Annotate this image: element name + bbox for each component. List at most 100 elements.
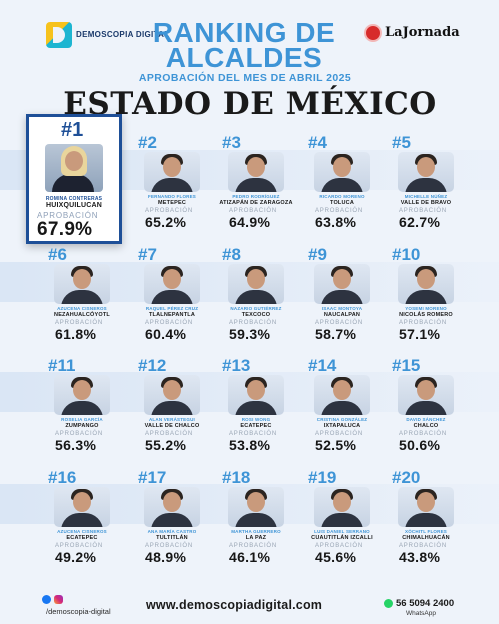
alcalde-photo xyxy=(398,375,454,415)
alcalde-name: ISAAC MONTOYA xyxy=(321,306,363,311)
social-handle[interactable]: /demoscopia-digital xyxy=(46,607,111,616)
approval-value: 64.9% xyxy=(229,214,271,230)
approval-label: APROBACIÓN xyxy=(229,431,278,437)
municipality: ECATEPEC xyxy=(240,423,272,429)
municipality: CHALCO xyxy=(413,423,439,429)
municipality: IXTAPALUCA xyxy=(323,423,361,429)
alcalde-photo xyxy=(228,264,284,304)
title-line-1: RANKING DE xyxy=(152,17,336,48)
footer: /demoscopia-digital www.demoscopiadigita… xyxy=(0,592,499,624)
approval-label: APROBACIÓN xyxy=(315,208,364,214)
rank-number: #15 xyxy=(392,356,421,375)
la-jornada-logo: LaJornada xyxy=(364,24,460,42)
municipality: TLALNEPANTLA xyxy=(149,312,195,318)
social-icons xyxy=(42,595,63,604)
rank-number: #8 xyxy=(222,245,241,264)
alcalde-name: ROMINA CONTRERAS xyxy=(45,196,103,202)
approval-value: 65.2% xyxy=(145,214,187,230)
approval-value: 52.5% xyxy=(315,437,357,453)
rank-number: #13 xyxy=(222,356,251,375)
approval-value: 62.7% xyxy=(399,214,441,230)
website-link[interactable]: www.demoscopiadigital.com xyxy=(146,598,323,612)
approval-value: 58.7% xyxy=(315,326,357,342)
la-jornada-logo-text: LaJornada xyxy=(385,25,460,40)
alcalde-photo xyxy=(54,375,110,415)
alcalde-photo xyxy=(314,264,370,304)
approval-label: APROBACIÓN xyxy=(145,543,194,549)
whatsapp[interactable]: 56 5094 2400 xyxy=(384,598,454,609)
rank-number: #16 xyxy=(48,468,77,487)
alcalde-photo xyxy=(54,264,110,304)
approval-label: APROBACIÓN xyxy=(229,208,278,214)
approval-value: 67.9% xyxy=(37,219,93,240)
approval-label: APROBACIÓN xyxy=(399,543,448,549)
municipality: ECATEPEC xyxy=(66,535,98,541)
rank-number: #2 xyxy=(138,133,157,152)
alcalde-photo xyxy=(398,152,454,192)
approval-value: 46.1% xyxy=(229,549,271,565)
alcalde-name: NAZARIO GUTIÉRREZ xyxy=(230,306,282,311)
alcalde-photo xyxy=(228,375,284,415)
municipality: NICOLÁS ROMERO xyxy=(399,312,453,318)
rank-number: #19 xyxy=(308,468,337,487)
municipality: VALLE DE CHALCO xyxy=(144,423,200,429)
la-jornada-seal-icon xyxy=(364,24,382,42)
alcalde-name: ALAN VERÁSTEGUI xyxy=(148,417,195,422)
municipality: ZUMPANGO xyxy=(65,423,99,429)
alcalde-photo xyxy=(144,152,200,192)
approval-value: 59.3% xyxy=(229,326,271,342)
approval-label: APROBACIÓN xyxy=(315,543,364,549)
title-line-2: ALCALDES xyxy=(165,42,323,73)
alcalde-photo xyxy=(228,487,284,527)
municipality: NAUCALPAN xyxy=(323,312,361,318)
rank-number: #18 xyxy=(222,468,251,487)
approval-value: 61.8% xyxy=(55,326,97,342)
approval-value: 43.8% xyxy=(399,549,441,565)
municipality: CUAUTITLÁN IZCALLI xyxy=(311,535,373,541)
approval-value: 56.3% xyxy=(55,437,97,453)
alcalde-name: AZUCENA CISNEROS xyxy=(57,529,107,534)
approval-value: 63.8% xyxy=(315,214,357,230)
alcalde-photo xyxy=(314,375,370,415)
municipality: METEPEC xyxy=(158,200,186,206)
approval-label: APROBACIÓN xyxy=(399,208,448,214)
alcalde-name: RAQUEL PÉREZ CRUZ xyxy=(145,306,199,311)
demoscopia-logo-icon xyxy=(46,22,72,48)
facebook-icon[interactable] xyxy=(42,595,51,604)
rank-number: #5 xyxy=(392,133,411,152)
alcalde-photo xyxy=(144,487,200,527)
approval-value: 48.9% xyxy=(145,549,187,565)
whatsapp-icon xyxy=(384,599,393,608)
whatsapp-label: WhatsApp xyxy=(406,610,436,617)
alcalde-name: FERNANDO FLORES xyxy=(148,194,196,199)
alcalde-name: MICHELLE NÚÑEZ xyxy=(404,194,448,199)
whatsapp-number[interactable]: 56 5094 2400 xyxy=(396,598,455,609)
rank-number: #10 xyxy=(392,245,421,264)
rank-number: #20 xyxy=(392,468,421,487)
rank-number: #3 xyxy=(222,133,241,152)
approval-value: 60.4% xyxy=(145,326,187,342)
alcalde-name: RICARDO MORENO xyxy=(319,194,365,199)
rank-number: #12 xyxy=(138,356,167,375)
approval-label: APROBACIÓN xyxy=(55,431,104,437)
alcalde-name: XÓCHITL FLORES xyxy=(405,529,447,534)
alcalde-photo xyxy=(398,487,454,527)
alcalde-photo xyxy=(314,152,370,192)
approval-label: APROBACIÓN xyxy=(145,320,194,326)
approval-label: APROBACIÓN xyxy=(399,320,448,326)
municipality: HUIXQUILUCAN xyxy=(45,202,103,209)
approval-label: APROBACIÓN xyxy=(315,431,364,437)
rank-number: #9 xyxy=(308,245,327,264)
approval-label: APROBACIÓN xyxy=(315,320,364,326)
approval-label: APROBACIÓN xyxy=(145,208,194,214)
alcalde-name: ROSI WONG xyxy=(241,417,271,422)
approval-value: 45.6% xyxy=(315,549,357,565)
approval-label: APROBACIÓN xyxy=(229,320,278,326)
alcalde-name: PEDRO RODRÍGUEZ xyxy=(232,194,280,199)
municipality: LA PAZ xyxy=(245,535,267,541)
approval-value: 55.2% xyxy=(145,437,187,453)
state-title: ESTADO DE MÉXICO xyxy=(63,86,437,122)
municipality: NEZAHUALCÓYOTL xyxy=(54,312,110,318)
approval-value: 49.2% xyxy=(55,549,97,565)
instagram-icon[interactable] xyxy=(54,595,63,604)
